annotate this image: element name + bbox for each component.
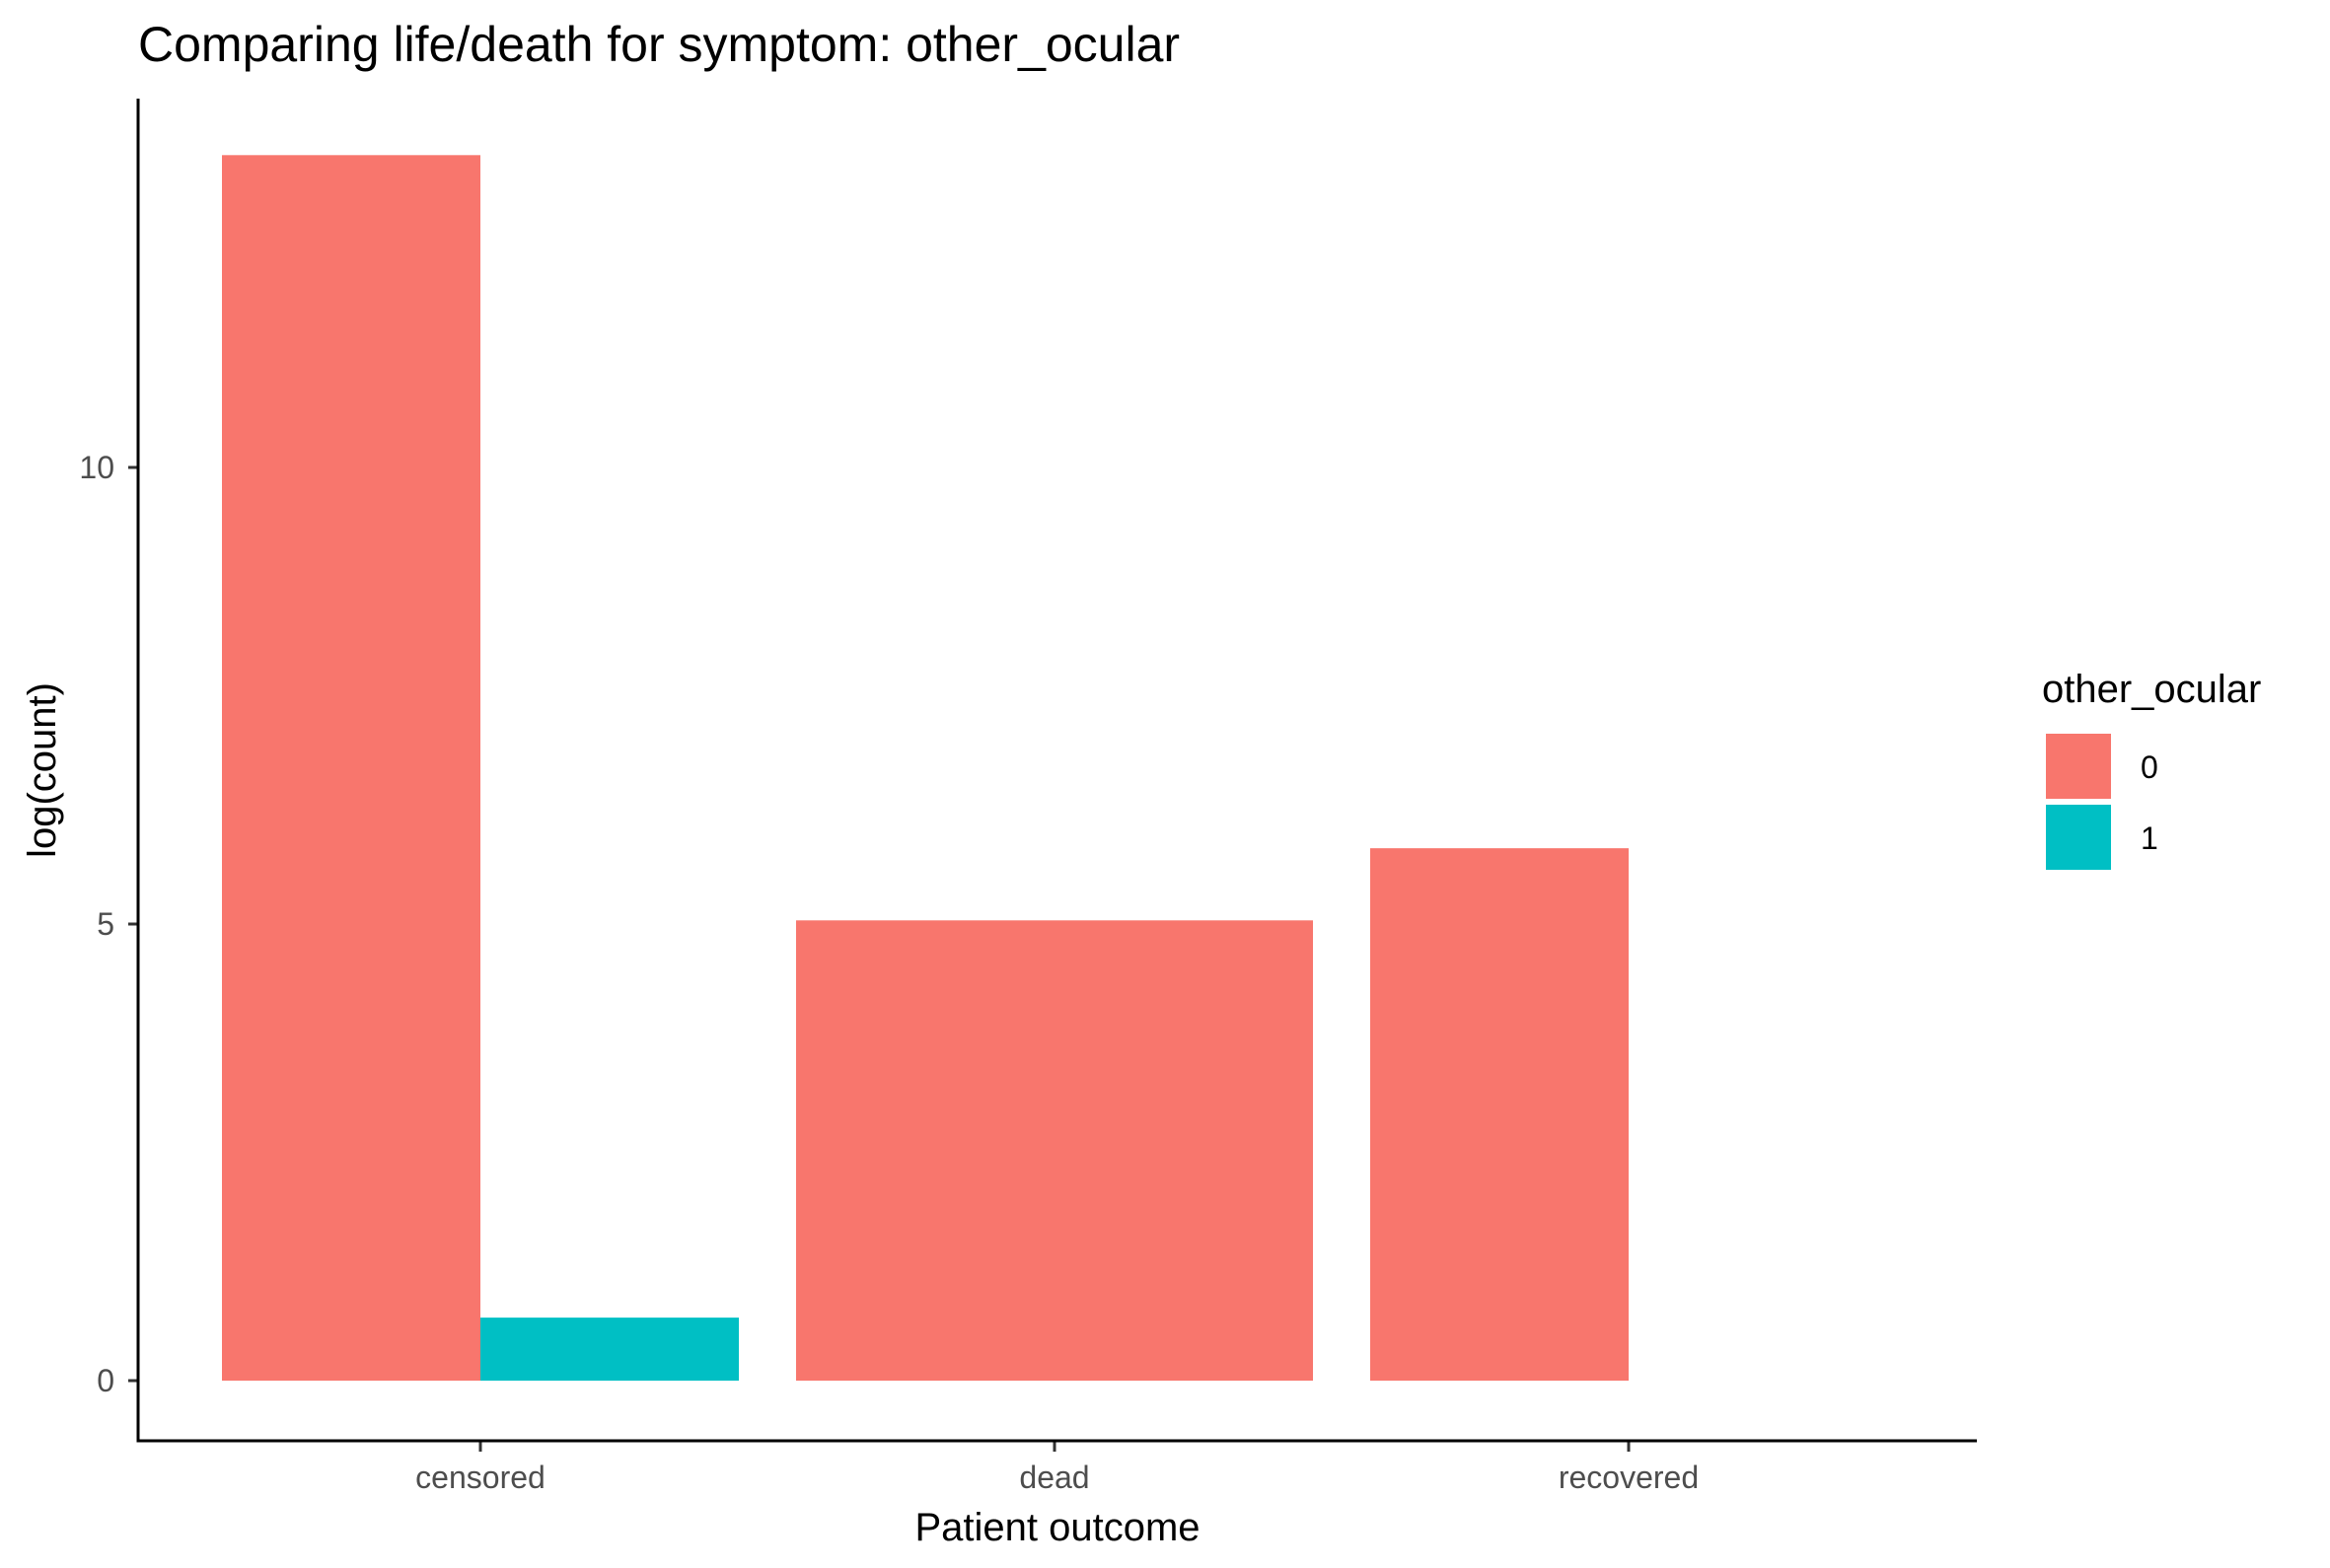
- y-tick-label-10: 10: [79, 450, 114, 485]
- bar-dead-0: [796, 920, 1313, 1381]
- bars-group: [222, 155, 1629, 1382]
- legend-title: other_ocular: [2042, 668, 2261, 711]
- bar-recovered-0: [1370, 848, 1629, 1381]
- y-tick-label-0: 0: [97, 1363, 114, 1398]
- bar-censored-1: [480, 1318, 739, 1381]
- y-axis-ticks: 0 5 10: [79, 450, 138, 1398]
- y-tick-label-5: 5: [97, 906, 114, 942]
- legend-key-1: [2046, 805, 2111, 870]
- legend: other_ocular 0 1: [2042, 668, 2261, 870]
- x-axis-title: Patient outcome: [914, 1506, 1200, 1549]
- x-axis-ticks: censored dead recovered: [415, 1442, 1699, 1495]
- legend-key-0: [2046, 734, 2111, 799]
- chart-title: Comparing life/death for symptom: other_…: [138, 17, 1180, 72]
- y-axis-title: log(count): [21, 682, 64, 858]
- x-tick-label-dead: dead: [1019, 1460, 1089, 1495]
- legend-label-1: 1: [2141, 820, 2158, 856]
- x-tick-label-censored: censored: [415, 1460, 546, 1495]
- x-tick-label-recovered: recovered: [1559, 1460, 1699, 1495]
- legend-label-0: 0: [2141, 749, 2158, 785]
- bar-censored-0: [222, 155, 480, 1382]
